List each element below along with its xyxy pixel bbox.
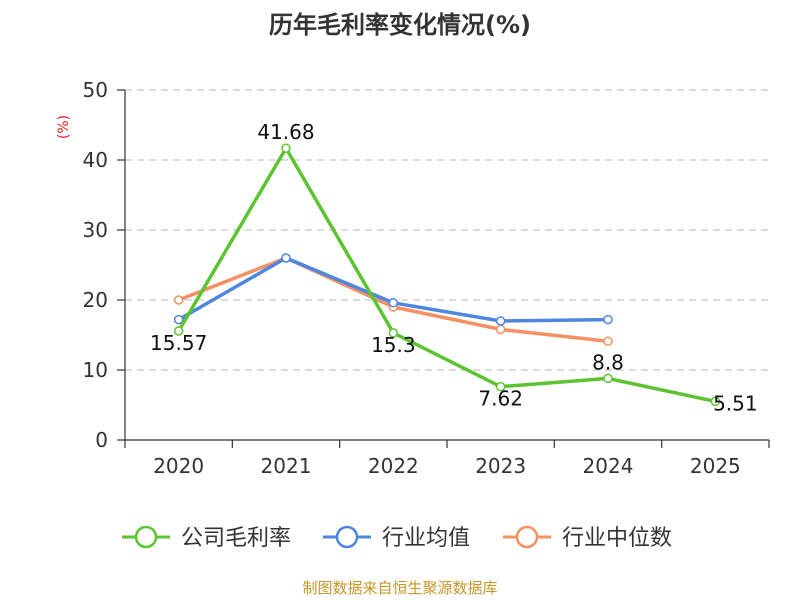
data-label: 15.3 (371, 333, 416, 357)
x-tick-label: 2020 (153, 454, 204, 478)
legend-item: 公司毛利率 (122, 525, 291, 551)
y-tick-label: 20 (83, 288, 108, 312)
y-tick-label: 10 (83, 358, 108, 382)
legend: 公司毛利率 行业均值 行业中位数 (122, 525, 672, 551)
legend-item: 行业中位数 (503, 525, 672, 551)
y-tick-label: 0 (95, 428, 108, 452)
data-point (281, 253, 291, 263)
data-label: 15.57 (150, 331, 207, 355)
data-point (603, 373, 613, 384)
legend-marker (515, 525, 539, 549)
x-tick-label: 2023 (475, 454, 526, 478)
y-axis-ticks: 0 10 20 30 40 50 (83, 78, 108, 452)
data-label: 7.62 (478, 387, 523, 411)
grid-lines (125, 89, 769, 371)
y-tick-label: 40 (83, 148, 108, 172)
data-point (710, 396, 721, 407)
y-tick-label: 30 (83, 218, 108, 242)
x-axis-ticks: 2020 2021 2022 2023 2024 2025 (153, 454, 741, 478)
data-point (173, 314, 184, 325)
data-point (603, 336, 613, 347)
legend-item: 行业均值 (323, 525, 470, 551)
data-point (388, 298, 399, 308)
x-tick-label: 2024 (583, 454, 634, 478)
data-point (281, 143, 291, 153)
data-label: 8.8 (592, 350, 624, 374)
legend-label: 公司毛利率 (181, 526, 291, 551)
data-point (495, 316, 506, 326)
legend-label: 行业中位数 (562, 526, 672, 551)
series-layer (173, 143, 721, 407)
legend-marker (335, 525, 359, 549)
x-tick-label: 2022 (368, 454, 419, 478)
axes (117, 89, 770, 448)
y-axis-unit: (%) (56, 115, 72, 139)
series-industry-mean (173, 253, 613, 326)
source-note: 制图数据来自恒生聚源数据库 (302, 579, 497, 597)
y-tick-label: 50 (83, 78, 108, 102)
data-label: 5.51 (713, 391, 758, 415)
data-labels: 15.57 41.68 15.3 7.62 8.8 5.51 (150, 120, 758, 415)
data-point (603, 314, 613, 325)
series-company-gross-margin (173, 143, 721, 407)
data-label: 41.68 (257, 120, 314, 144)
x-tick-label: 2025 (690, 454, 741, 478)
series-line (177, 146, 716, 404)
data-point (495, 324, 506, 335)
legend-marker (134, 525, 158, 549)
data-point (173, 295, 184, 305)
data-point (495, 381, 506, 392)
x-tick-label: 2021 (261, 454, 312, 478)
data-point (173, 326, 184, 336)
legend-label: 行业均值 (382, 526, 470, 551)
chart-title: 历年毛利率变化情况(%) (269, 11, 531, 39)
data-point (388, 328, 399, 338)
